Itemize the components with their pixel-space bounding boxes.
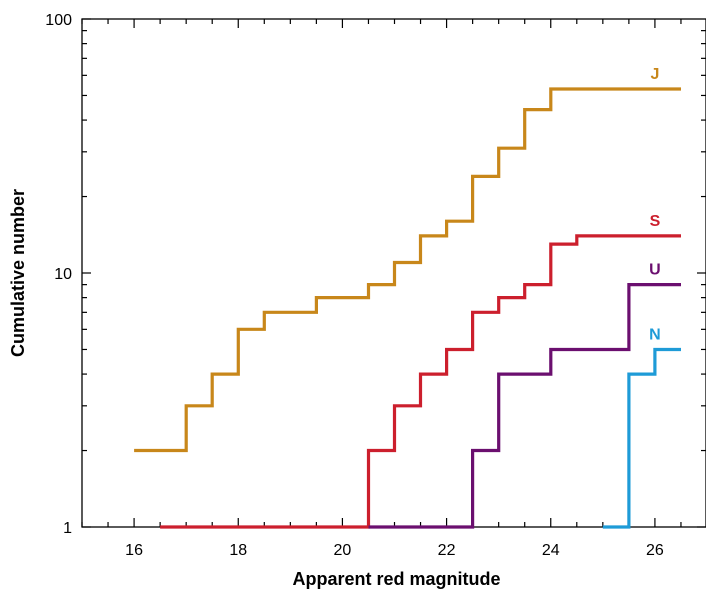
series-label-U: U [649,262,661,279]
series-label-N: N [649,326,661,343]
y-axis-title: Cumulative number [8,189,28,357]
series-line-S [160,234,681,529]
x-tick-label: 16 [125,542,143,559]
x-tick-label: 20 [334,542,352,559]
y-tick-label: 10 [54,266,72,283]
y-tick-label: 1 [63,520,72,537]
y-tick-label: 100 [45,12,72,29]
x-tick-label: 22 [438,542,456,559]
series-label-J: J [651,66,660,83]
series-label-S: S [650,213,661,230]
series-line-J [134,87,681,453]
x-tick-label: 18 [229,542,247,559]
series-line-N [602,347,681,529]
x-tick-label: 24 [542,542,560,559]
x-tick-label: 26 [646,542,664,559]
x-axis-title: Apparent red magnitude [292,569,500,589]
series-line-U [368,283,681,529]
